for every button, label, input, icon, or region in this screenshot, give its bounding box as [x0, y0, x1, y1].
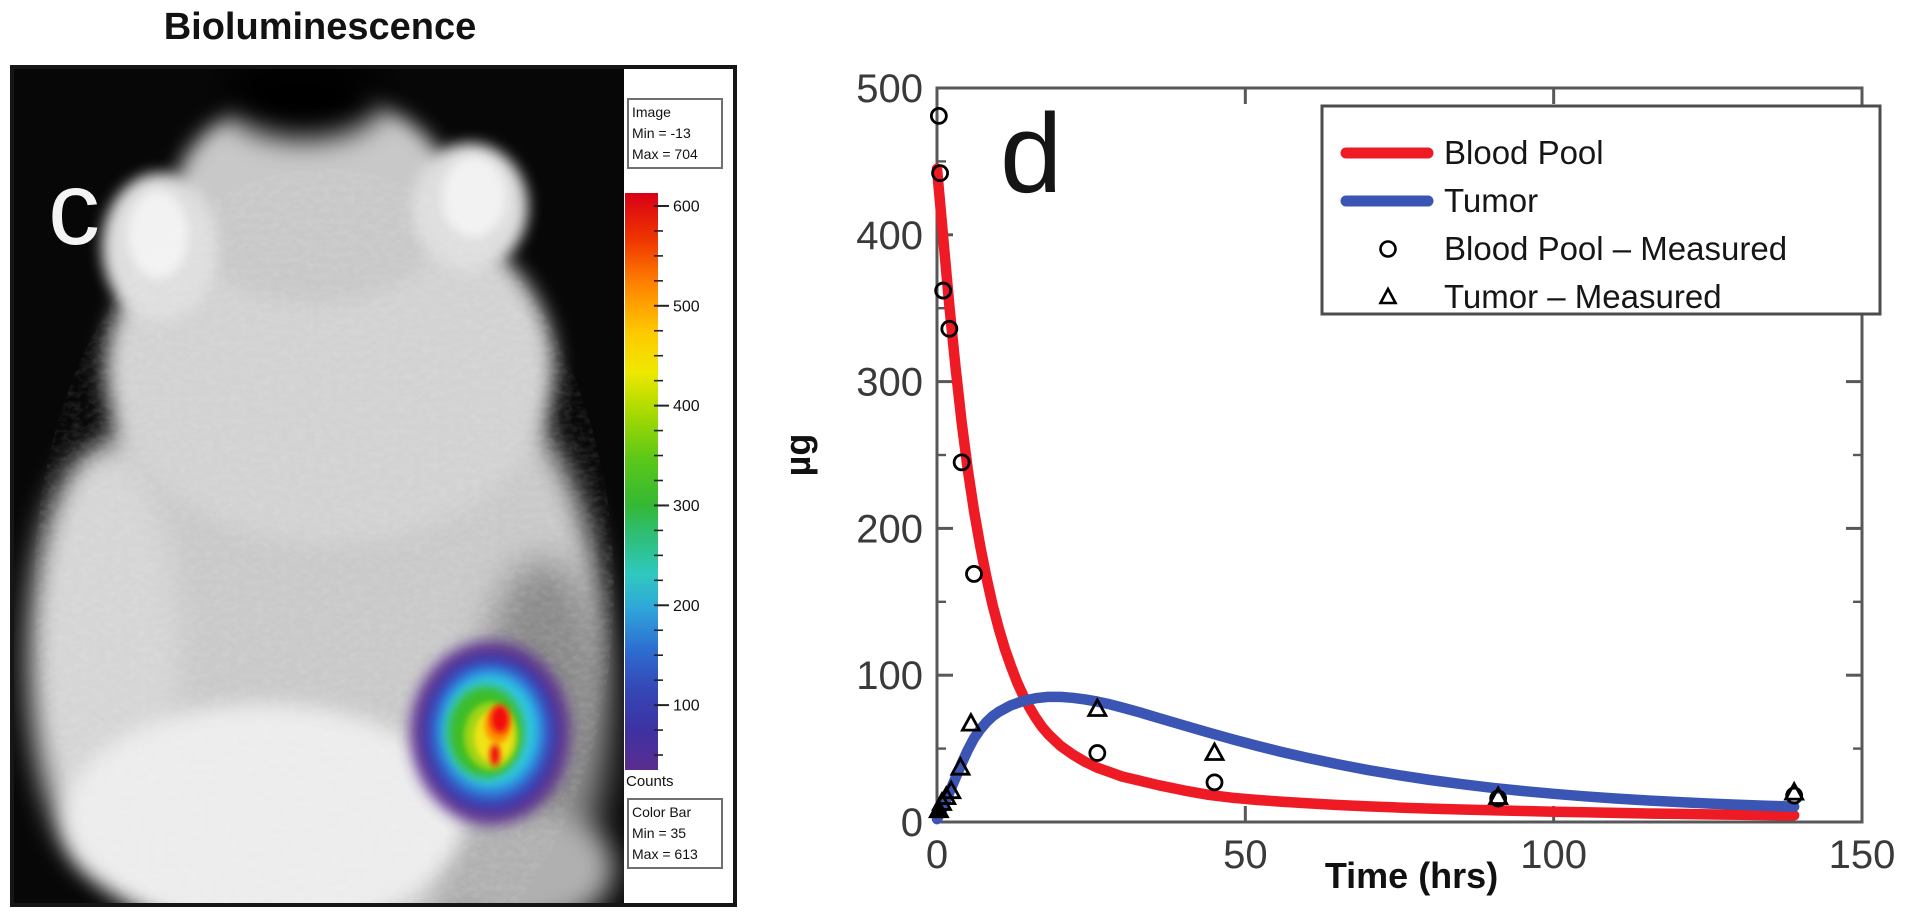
legend-entry-label: Blood Pool – Measured [1444, 230, 1787, 267]
y-axis-label: µg [777, 434, 818, 477]
svg-text:0: 0 [901, 801, 923, 845]
legend-entry-label: Tumor [1444, 182, 1538, 219]
svg-text:400: 400 [856, 214, 923, 258]
image-stats-box: Image Min = -13 Max = 704 [627, 98, 723, 169]
svg-text:400: 400 [673, 398, 700, 415]
svg-text:100: 100 [1520, 833, 1587, 877]
chart-legend: Blood Pool Tumor Blood Pool – Measured Tumo… [1320, 104, 1882, 316]
colorbar-strip: Image Min = -13 Max = 704 600 500 400 300 20… [624, 69, 733, 903]
svg-text:100: 100 [673, 698, 700, 715]
colorbar-stats-max: Max = 613 [632, 846, 698, 862]
blood-pool-curve [931, 163, 1800, 821]
colorbar-gradient [625, 193, 658, 770]
tumor-measured-markers [927, 697, 1806, 819]
bioluminescence-hotspot [410, 641, 570, 825]
bioluminescence-title: Bioluminescence [163, 6, 477, 48]
colorbar-stats-title: Color Bar [632, 804, 692, 820]
svg-text:300: 300 [673, 498, 700, 515]
colorbar-ticks: 600 500 400 300 200 100 [654, 198, 700, 756]
x-axis-label: Time (hrs) [1325, 855, 1498, 896]
svg-text:0: 0 [926, 833, 948, 877]
svg-text:50: 50 [1223, 833, 1268, 877]
tumor-curve [931, 691, 1800, 825]
legend-entry-label: Tumor – Measured [1444, 278, 1722, 315]
mouse-dorsal-photo [14, 69, 624, 903]
colorbar-stats-min: Min = 35 [632, 825, 687, 841]
colorbar-stats-box: Color Bar Min = 35 Max = 613 [627, 798, 723, 869]
svg-text:600: 600 [673, 198, 700, 215]
blood-pool-measured-markers [929, 106, 1804, 808]
panel-label-d: d [1000, 91, 1062, 216]
image-stats-min: Min = -13 [632, 125, 691, 141]
panel-label-c: c [48, 151, 100, 267]
svg-text:200: 200 [673, 598, 700, 615]
image-stats-max: Max = 704 [632, 146, 698, 162]
svg-text:500: 500 [856, 67, 923, 111]
svg-text:150: 150 [1829, 833, 1896, 877]
bioluminescence-panel: c Image Min = -13 Max = 704 600 500 400 300… [10, 65, 737, 907]
pk-curve-chart: 0 50 100 150 0 100 200 300 400 500 Time (hrs) µg d Bl… [777, 67, 1896, 896]
legend-entry-label: Blood Pool [1444, 134, 1604, 171]
counts-label: Counts [626, 773, 674, 790]
image-stats-title: Image [632, 104, 671, 120]
svg-text:500: 500 [673, 298, 700, 315]
svg-text:300: 300 [856, 361, 923, 405]
colorbar-tick-marks: 600 500 400 300 200 100 [654, 198, 700, 756]
svg-text:200: 200 [856, 507, 923, 551]
svg-text:100: 100 [856, 654, 923, 698]
